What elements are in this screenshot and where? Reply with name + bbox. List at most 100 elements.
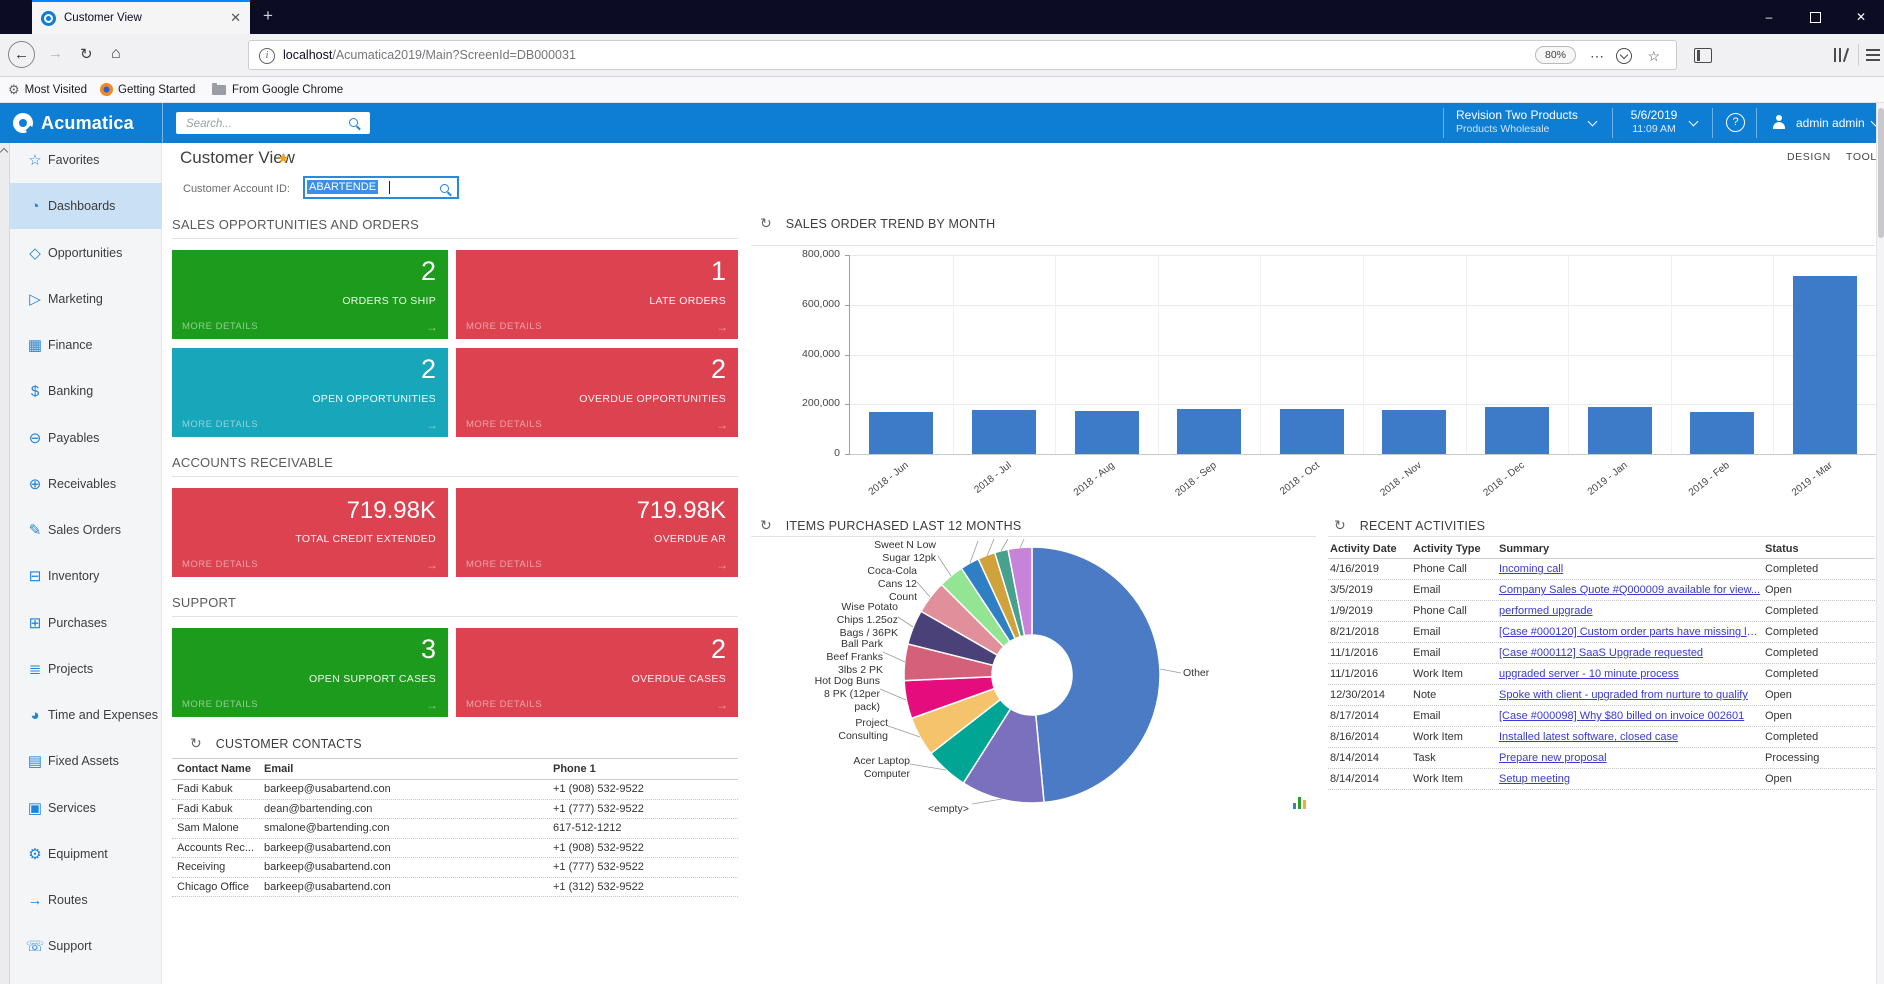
bar-2018-aug[interactable]: [1074, 411, 1139, 454]
activity-row[interactable]: 3/5/2019 Email Company Sales Quote #Q00000…: [1328, 580, 1875, 601]
sidebar-item-equipment[interactable]: ⚙ Equipment: [10, 831, 162, 877]
pocket-icon[interactable]: [1616, 48, 1632, 64]
date-menu[interactable]: 5/6/2019 11:09 AM: [1626, 108, 1682, 135]
kpi-tile-open-support-cases[interactable]: 3 OPEN SUPPORT CASES MORE DETAILS →: [172, 628, 448, 717]
menu-hamburger-icon[interactable]: [1866, 49, 1880, 51]
activity-summary-link[interactable]: Incoming call: [1499, 563, 1564, 575]
contact-row[interactable]: Sam Malone smalone@bartending.con 617-512-…: [172, 819, 738, 839]
activity-row[interactable]: 8/14/2014 Work Item Setup meeting Open: [1328, 769, 1875, 790]
design-button[interactable]: DESIGN: [1787, 151, 1831, 163]
activity-summary-link[interactable]: Company Sales Quote #Q000009 available f…: [1499, 584, 1761, 596]
activity-summary-link[interactable]: [Case #000112] SaaS Upgrade requested: [1499, 647, 1704, 659]
page-actions-icon[interactable]: ⋯: [1590, 48, 1604, 64]
kpi-tile-overdue-opportunities[interactable]: 2 OVERDUE OPPORTUNITIES MORE DETAILS →: [456, 348, 738, 437]
chart-type-toggle-icon[interactable]: [1293, 796, 1308, 809]
refresh-icon[interactable]: ↻: [1334, 517, 1346, 533]
search-input[interactable]: [184, 114, 348, 133]
activity-row[interactable]: 12/30/2014 Note Spoke with client - upgrad…: [1328, 685, 1875, 706]
bar-2018-sep[interactable]: [1177, 409, 1242, 454]
sidebar-item-fixed-assets[interactable]: ▤ Fixed Assets: [10, 738, 162, 784]
home-button[interactable]: ⌂: [111, 45, 121, 62]
zoom-indicator[interactable]: 80%: [1534, 46, 1576, 64]
sidebar-collapse-strip[interactable]: [0, 143, 10, 984]
reload-button[interactable]: ↻: [80, 46, 93, 63]
kpi-tile-late-orders[interactable]: 1 LATE ORDERS MORE DETAILS →: [456, 250, 738, 339]
activity-row[interactable]: 8/17/2014 Email [Case #000098] Why $80 bil…: [1328, 706, 1875, 727]
company-menu[interactable]: Revision Two Products Products Wholesale: [1456, 108, 1578, 135]
sidebar-item-sales-orders[interactable]: ✎ Sales Orders: [10, 507, 162, 553]
refresh-icon[interactable]: ↻: [760, 517, 772, 533]
acumatica-brand[interactable]: Acumatica: [0, 103, 163, 143]
library-icon[interactable]: [1834, 48, 1848, 62]
activity-summary-link[interactable]: Prepare new proposal: [1499, 752, 1607, 764]
bar-2018-jun[interactable]: [869, 412, 934, 454]
page-scrollbar[interactable]: [1876, 103, 1884, 984]
kpi-tile-open-opportunities[interactable]: 2 OPEN OPPORTUNITIES MORE DETAILS →: [172, 348, 448, 437]
refresh-icon[interactable]: ↻: [190, 735, 202, 751]
sidebar-item-services[interactable]: ▣ Services: [10, 785, 162, 831]
scrollbar-thumb[interactable]: [1878, 108, 1884, 238]
bookmark-getting-started[interactable]: Getting Started: [100, 77, 195, 102]
chevron-down-icon[interactable]: [1587, 116, 1598, 127]
url-bar[interactable]: i localhost/Acumatica2019/Main?ScreenId=…: [248, 40, 1677, 70]
pie-slice-other[interactable]: [1031, 546, 1161, 804]
bar-2018-jul[interactable]: [971, 410, 1036, 454]
global-search[interactable]: [176, 112, 370, 134]
activity-summary-link[interactable]: upgraded server - 10 minute process: [1499, 668, 1679, 680]
tools-button[interactable]: TOOLS: [1846, 151, 1884, 163]
more-details-link[interactable]: MORE DETAILS: [182, 419, 259, 430]
favorite-star-icon[interactable]: ★: [277, 150, 290, 166]
activity-row[interactable]: 11/1/2016 Email [Case #000112] SaaS Upgrad…: [1328, 643, 1875, 664]
bar-2019-jan[interactable]: [1587, 407, 1652, 454]
back-button[interactable]: ←: [8, 41, 35, 68]
bookmark-from-chrome[interactable]: From Google Chrome: [212, 77, 343, 102]
sidebar-item-support[interactable]: ☏ Support: [10, 923, 162, 969]
refresh-icon[interactable]: ↻: [760, 215, 772, 231]
activity-summary-link[interactable]: Installed latest software, closed case: [1499, 731, 1679, 743]
bar-2018-dec[interactable]: [1484, 407, 1549, 454]
site-info-icon[interactable]: i: [259, 48, 275, 64]
more-details-link[interactable]: MORE DETAILS: [466, 321, 543, 332]
more-details-link[interactable]: MORE DETAILS: [466, 419, 543, 430]
activity-row[interactable]: 8/16/2014 Work Item Installed latest softw…: [1328, 727, 1875, 748]
sidebar-item-favorites[interactable]: ☆ Favorites: [10, 137, 162, 183]
kpi-tile-orders-to-ship[interactable]: 2 ORDERS TO SHIP MORE DETAILS →: [172, 250, 448, 339]
activity-row[interactable]: 1/9/2019 Phone Call performed upgrade Compl…: [1328, 601, 1875, 622]
activity-row[interactable]: 8/21/2018 Email [Case #000120] Custom orde…: [1328, 622, 1875, 643]
bookmark-star-icon[interactable]: ☆: [1647, 48, 1660, 64]
sidebar-item-receivables[interactable]: ⊕ Receivables: [10, 461, 162, 507]
sidebar-item-opportunities[interactable]: ◇ Opportunities: [10, 230, 162, 276]
more-details-link[interactable]: MORE DETAILS: [182, 559, 259, 570]
help-button[interactable]: ?: [1726, 113, 1745, 132]
more-details-link[interactable]: MORE DETAILS: [182, 699, 259, 710]
pie-slice-unlabeled[interactable]: [1007, 546, 1033, 637]
activity-summary-link[interactable]: Spoke with client - upgraded from nurtur…: [1499, 689, 1748, 701]
more-details-link[interactable]: MORE DETAILS: [466, 699, 543, 710]
bookmark-most-visited[interactable]: ⚙ Most Visited: [8, 81, 88, 97]
activity-row[interactable]: 4/16/2019 Phone Call Incoming call Complete…: [1328, 559, 1875, 580]
kpi-tile-total-credit-extended[interactable]: 719.98K TOTAL CREDIT EXTENDED MORE DETAILS…: [172, 488, 448, 577]
bar-2018-oct[interactable]: [1279, 409, 1344, 454]
lookup-icon[interactable]: [440, 184, 449, 193]
sidebar-item-time-and-expenses[interactable]: ◕ Time and Expenses: [10, 692, 162, 738]
sidebar-item-projects[interactable]: ≣ Projects: [10, 646, 162, 692]
sidebar-item-payables[interactable]: ⊖ Payables: [10, 415, 162, 461]
kpi-tile-overdue-ar[interactable]: 719.98K OVERDUE AR MORE DETAILS →: [456, 488, 738, 577]
activity-row[interactable]: 11/1/2016 Work Item upgraded server - 10 m…: [1328, 664, 1875, 685]
contact-row[interactable]: Fadi Kabuk barkeep@usabartend.con +1 (908)…: [172, 780, 738, 800]
more-details-link[interactable]: MORE DETAILS: [182, 321, 259, 332]
user-menu[interactable]: admin admin: [1796, 116, 1865, 130]
bar-2019-mar[interactable]: [1792, 276, 1857, 454]
sidebar-item-dashboards[interactable]: ◔ Dashboards: [10, 183, 162, 230]
browser-tab[interactable]: Customer View ✕: [32, 0, 250, 34]
window-close-button[interactable]: ✕: [1855, 10, 1867, 24]
activity-row[interactable]: 8/14/2014 Task Prepare new proposal Process…: [1328, 748, 1875, 769]
sidebar-item-routes[interactable]: → Routes: [10, 877, 162, 923]
more-details-link[interactable]: MORE DETAILS: [466, 559, 543, 570]
window-maximize-button[interactable]: [1792, 0, 1838, 34]
sidebar-item-purchases[interactable]: ⊞ Purchases: [10, 600, 162, 646]
window-minimize-button[interactable]: –: [1765, 10, 1773, 24]
sidebar-item-finance[interactable]: ▦ Finance: [10, 322, 162, 368]
sidebar-item-banking[interactable]: $ Banking: [10, 368, 162, 414]
activity-summary-link[interactable]: performed upgrade: [1499, 605, 1593, 617]
